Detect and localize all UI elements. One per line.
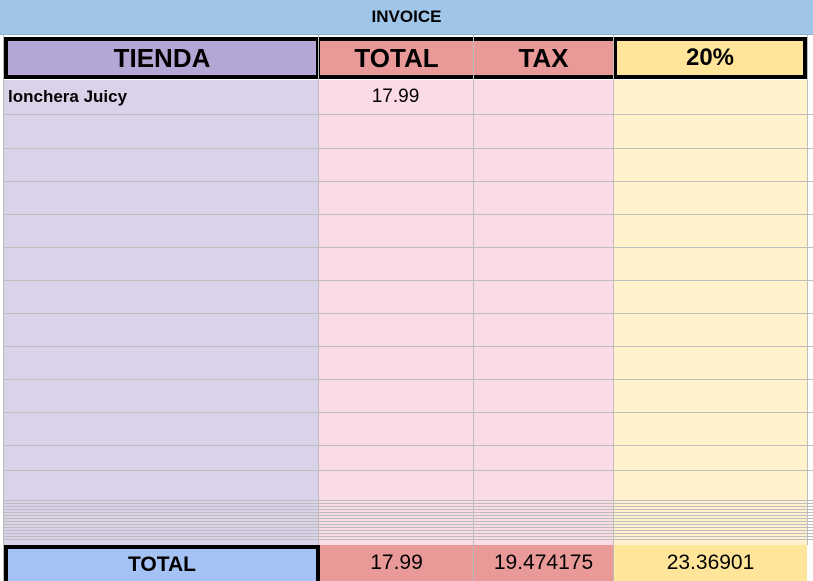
col-bg [4,80,318,545]
grid-line [4,509,813,510]
grid-line [4,521,813,522]
grid-line [3,35,4,581]
cell: 17.99 [371,86,420,107]
grid-line [4,313,813,314]
grid-line [4,346,813,347]
header-cell: TOTAL [320,37,473,79]
cell: lonchera Juicy [8,87,128,106]
grid-line [4,539,813,540]
grid-line [4,530,813,531]
grid-line [4,518,813,519]
grid-line [4,500,813,501]
header-cell: TAX [473,37,613,79]
grid-line [4,536,813,537]
grid-line [4,214,813,215]
total-label: TOTAL [4,545,320,581]
grid-line [4,515,813,516]
grid-line [4,470,813,471]
invoice-title: INVOICE [0,0,813,35]
header-cell: TIENDA [4,37,320,79]
grid-line [4,503,813,504]
grid-line [4,527,813,528]
grid-line [4,280,813,281]
total-value: 23.36901 [613,545,807,581]
grid-line [4,533,813,534]
grid-line [4,524,813,525]
grid-line [4,512,813,513]
header-cell: 20% [613,37,807,79]
grid-line [4,379,813,380]
grid-line [4,148,813,149]
total-value: 19.474175 [473,545,613,581]
grid-line [807,35,808,545]
grid-line [613,35,614,545]
grid-line [4,114,813,115]
grid-line [4,445,813,446]
grid-line [4,412,813,413]
col-bg [613,80,807,545]
grid-line [4,247,813,248]
total-value: 17.99 [320,545,473,581]
grid-line [4,181,813,182]
grid-line [473,35,474,545]
grid-line [318,35,319,545]
col-bg [318,80,613,545]
grid-line [4,506,813,507]
